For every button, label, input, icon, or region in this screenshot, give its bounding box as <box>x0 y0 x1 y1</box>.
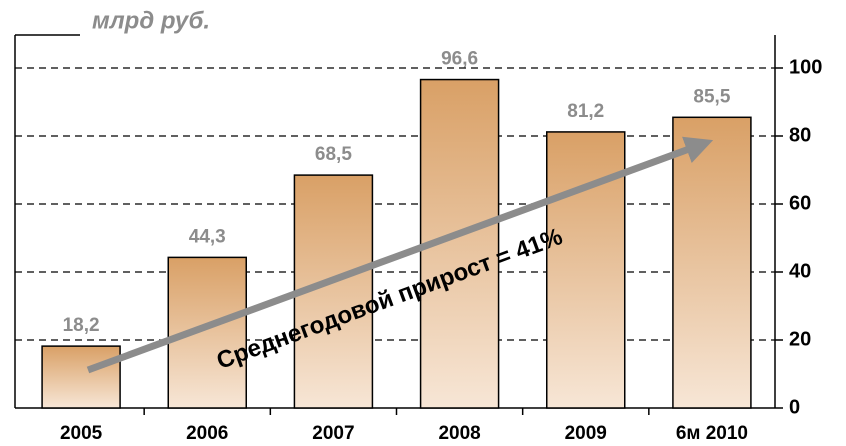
y-tick-label: 20 <box>789 328 811 350</box>
x-tick-label: 2006 <box>186 423 228 444</box>
value-label: 96,6 <box>441 49 478 70</box>
x-tick-label: 2008 <box>438 423 480 444</box>
unit-label: млрд руб. <box>92 7 210 34</box>
x-tick-label: 2009 <box>565 423 607 444</box>
bar <box>41 345 121 409</box>
y-tick-label: 0 <box>789 396 800 418</box>
x-tick-label: 2005 <box>60 423 103 444</box>
annotation: Среднегодовой прирост = 41% <box>213 223 566 375</box>
y-tick-label: 100 <box>789 56 822 78</box>
x-tick-label: 2007 <box>312 423 354 444</box>
value-label: 85,5 <box>693 86 730 107</box>
value-label: 81,2 <box>567 101 604 122</box>
value-label: 44,3 <box>189 226 226 247</box>
bar <box>672 116 752 409</box>
y-tick-label: 80 <box>789 124 811 146</box>
y-tick-label: 60 <box>789 192 811 214</box>
trend-arrow <box>86 136 714 374</box>
value-label: 18,2 <box>63 315 100 336</box>
y-tick-label: 40 <box>789 260 811 282</box>
value-label: 68,5 <box>315 144 352 165</box>
x-tick-label: 6м 2010 <box>676 423 748 444</box>
